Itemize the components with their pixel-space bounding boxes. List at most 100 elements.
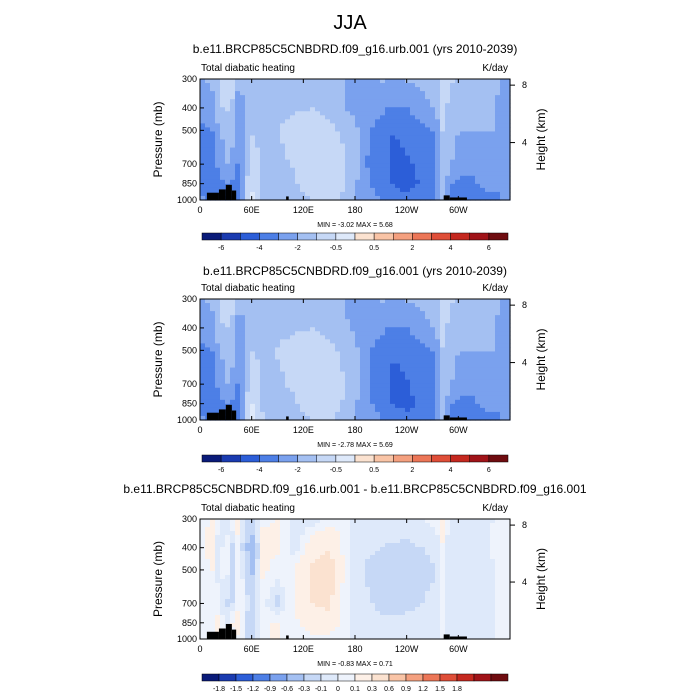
heatmap-cell (275, 315, 281, 320)
heatmap-cell (285, 159, 291, 165)
heatmap-cell (340, 595, 346, 600)
heatmap-cell (300, 107, 306, 112)
heatmap-cell (255, 359, 261, 365)
heatmap-cell (205, 91, 211, 96)
heatmap-cell (290, 351, 296, 357)
heatmap-cell (475, 387, 481, 393)
heatmap-cell (310, 327, 316, 332)
heatmap-cell (370, 95, 376, 100)
heatmap-cell (225, 315, 231, 320)
heatmap-cell (485, 359, 491, 365)
heatmap-cell (230, 403, 236, 409)
heatmap-cell (300, 327, 306, 332)
heatmap-cell (495, 407, 501, 413)
heatmap-cell (210, 359, 216, 365)
heatmap-cell (325, 367, 331, 373)
heatmap-cell (490, 303, 496, 308)
heatmap-cell (280, 143, 286, 149)
heatmap-cell (330, 111, 336, 116)
heatmap-cell (235, 403, 241, 409)
heatmap-cell (390, 163, 396, 169)
heatmap-cell (345, 187, 351, 193)
heatmap-cell (305, 595, 311, 600)
heatmap-cell (285, 563, 291, 568)
heatmap-cell (415, 395, 421, 401)
heatmap-cell (250, 87, 256, 92)
heatmap-cell (490, 135, 496, 141)
heatmap-cell (480, 391, 486, 397)
heatmap-cell (220, 599, 226, 604)
heatmap-cell (380, 79, 386, 84)
heatmap-cell (475, 123, 481, 128)
heatmap-cell (240, 575, 246, 580)
heatmap-cell (350, 123, 356, 128)
heatmap-cell (295, 95, 301, 100)
heatmap-cell (335, 99, 341, 104)
heatmap-cell (300, 391, 306, 397)
heatmap-cell (405, 127, 411, 133)
heatmap-cell (460, 147, 466, 153)
heatmap-cell (490, 119, 496, 124)
heatmap-cell (470, 391, 476, 397)
heatmap-cell (275, 123, 281, 128)
heatmap-cell (430, 307, 436, 312)
heatmap-cell (260, 599, 266, 604)
heatmap-cell (380, 171, 386, 177)
heatmap-cell (470, 143, 476, 149)
heatmap-cell (245, 531, 251, 536)
heatmap-cell (220, 183, 226, 189)
heatmap-cell (445, 91, 451, 96)
heatmap-cell (430, 135, 436, 141)
heatmap-cell (275, 327, 281, 332)
heatmap-cell (305, 383, 311, 389)
heatmap-cell (290, 95, 296, 100)
heatmap-cell (490, 179, 496, 185)
heatmap-cell (340, 363, 346, 369)
heatmap-cell (255, 315, 261, 320)
heatmap-cell (430, 103, 436, 108)
heatmap-cell (230, 547, 236, 552)
heatmap-cell (260, 395, 266, 401)
heatmap-cell (480, 359, 486, 365)
heatmap-cell (255, 343, 261, 348)
heatmap-cell (265, 107, 271, 112)
heatmap-cell (385, 347, 391, 353)
heatmap-cell (455, 335, 461, 340)
heatmap-cell (330, 383, 336, 389)
heatmap-cell (430, 399, 436, 405)
heatmap-cell (290, 539, 296, 544)
heatmap-cell (335, 539, 341, 544)
heatmap-cell (435, 175, 441, 181)
heatmap-cell (315, 543, 321, 548)
heatmap-cell (305, 627, 311, 632)
heatmap-cell (380, 183, 386, 189)
heatmap-cell (300, 79, 306, 84)
heatmap-cell (355, 599, 361, 604)
heatmap-cell (270, 347, 276, 353)
heatmap-cell (340, 127, 346, 133)
heatmap-cell (430, 179, 436, 185)
heatmap-cell (390, 363, 396, 369)
heatmap-cell (235, 611, 241, 616)
heatmap-cell (315, 307, 321, 312)
heatmap-cell (410, 355, 416, 361)
heatmap-cell (495, 387, 501, 393)
heatmap-cell (280, 531, 286, 536)
heatmap-cell (315, 535, 321, 540)
heatmap-cell (205, 343, 211, 348)
heatmap-cell (415, 99, 421, 104)
heatmap-cell (250, 563, 256, 568)
heatmap-cell (350, 387, 356, 393)
heatmap-cell (450, 123, 456, 128)
heatmap-cell (280, 135, 286, 141)
heatmap-cell (250, 315, 256, 320)
heatmap-cell (495, 83, 501, 88)
heatmap-cell (250, 319, 256, 324)
heatmap-cell (500, 403, 506, 409)
heatmap-cell (285, 627, 291, 632)
heatmap-cell (450, 339, 456, 344)
heatmap-cell (420, 387, 426, 393)
heatmap-cell (425, 167, 431, 173)
heatmap-cell (380, 583, 386, 588)
heatmap-cell (275, 547, 281, 552)
